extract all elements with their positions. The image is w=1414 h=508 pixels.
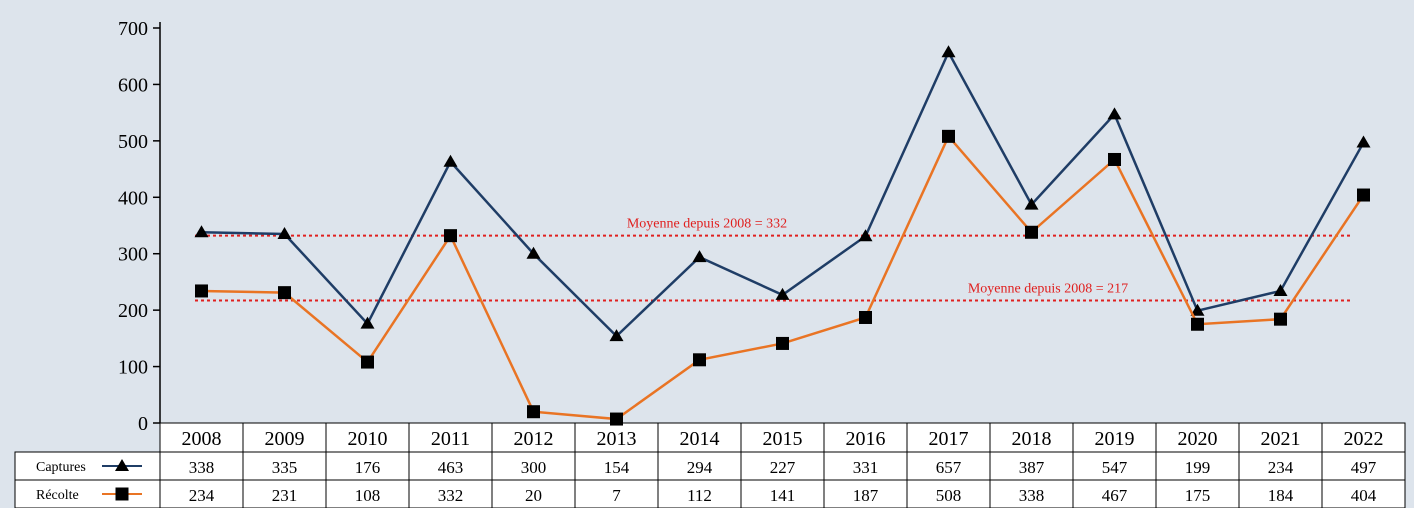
x-tick-label: 2012: [514, 428, 554, 450]
data-point: [360, 316, 375, 329]
data-point: [776, 336, 789, 350]
data-point: [526, 246, 541, 259]
y-tick-label: 0: [138, 413, 148, 435]
legend-marker: [115, 459, 129, 471]
data-point: [942, 129, 955, 143]
data-point: [775, 287, 790, 300]
table-value: 332: [438, 486, 464, 505]
y-tick-label: 600: [118, 74, 148, 96]
legend-label: Captures: [36, 460, 86, 475]
x-tick-label: 2013: [597, 428, 637, 450]
y-tick-label: 500: [118, 131, 148, 153]
reference-label: Moyenne depuis 2008 = 332: [627, 217, 787, 232]
x-tick-label: 2021: [1261, 428, 1301, 450]
data-point: [1025, 225, 1038, 239]
data-point: [610, 412, 623, 426]
x-tick-label: 2008: [182, 428, 222, 450]
table-value: 335: [272, 458, 298, 477]
x-tick-label: 2017: [929, 428, 969, 450]
data-point: [1273, 283, 1288, 296]
table-value: 547: [1102, 458, 1128, 477]
table-value: 463: [438, 458, 464, 477]
data-point: [195, 284, 208, 298]
table-value: 497: [1351, 458, 1377, 477]
legend-label: Récolte: [36, 488, 79, 503]
table-value: 112: [687, 486, 712, 505]
table-bg: [159, 422, 1406, 453]
data-point: [1356, 135, 1371, 148]
table-value: 657: [936, 458, 962, 477]
table-value: 20: [525, 486, 542, 505]
data-point: [858, 229, 873, 242]
y-tick-label: 400: [118, 187, 148, 209]
data-point: [941, 45, 956, 58]
x-tick-label: 2018: [1012, 428, 1052, 450]
table-value: 154: [604, 458, 630, 477]
data-point: [1024, 197, 1039, 210]
data-point: [609, 329, 624, 342]
table-value: 234: [189, 486, 215, 505]
table-value: 404: [1351, 486, 1377, 505]
data-point: [859, 310, 872, 324]
data-point: [1107, 107, 1122, 120]
y-tick-label: 100: [118, 357, 148, 379]
table-value: 338: [189, 458, 215, 477]
table-value: 199: [1185, 458, 1211, 477]
table-value: 187: [853, 486, 879, 505]
data-point: [194, 225, 209, 238]
data-point: [1357, 188, 1370, 202]
x-tick-label: 2022: [1344, 428, 1384, 450]
x-tick-label: 2010: [348, 428, 388, 450]
data-point: [361, 355, 374, 369]
x-tick-label: 2011: [431, 428, 470, 450]
table-value: 108: [355, 486, 381, 505]
data-point: [1191, 317, 1204, 331]
x-tick-label: 2009: [265, 428, 305, 450]
data-point: [1108, 152, 1121, 166]
data-point: [277, 226, 292, 239]
y-tick-label: 700: [118, 18, 148, 40]
x-tick-label: 2015: [763, 428, 803, 450]
table-value: 300: [521, 458, 547, 477]
table-value: 331: [853, 458, 879, 477]
table-value: 141: [770, 486, 796, 505]
legend-marker: [115, 487, 129, 501]
data-point: [1190, 303, 1205, 316]
x-tick-label: 2019: [1095, 428, 1135, 450]
data-point: [278, 286, 291, 300]
table-value: 508: [936, 486, 962, 505]
data-point: [443, 154, 458, 167]
data-point: [444, 229, 457, 243]
table-value: 387: [1019, 458, 1045, 477]
table-value: 234: [1268, 458, 1294, 477]
data-point: [527, 405, 540, 419]
x-tick-label: 2020: [1178, 428, 1218, 450]
table-value: 467: [1102, 486, 1128, 505]
table-value: 176: [355, 458, 381, 477]
series-line: [201, 134, 1365, 421]
table-value: 7: [612, 486, 621, 505]
table-value: 231: [272, 486, 298, 505]
data-point: [692, 250, 707, 263]
x-tick-label: 2014: [680, 428, 720, 450]
x-tick-label: 2016: [846, 428, 886, 450]
table-value: 184: [1268, 486, 1294, 505]
table-value: 338: [1019, 486, 1045, 505]
data-point: [693, 353, 706, 367]
table-value: 175: [1185, 486, 1211, 505]
table-value: 294: [687, 458, 713, 477]
reference-label: Moyenne depuis 2008 = 217: [968, 282, 1128, 297]
y-tick-label: 200: [118, 300, 148, 322]
table-value: 227: [770, 458, 796, 477]
y-tick-label: 300: [118, 244, 148, 266]
data-point: [1274, 312, 1287, 326]
